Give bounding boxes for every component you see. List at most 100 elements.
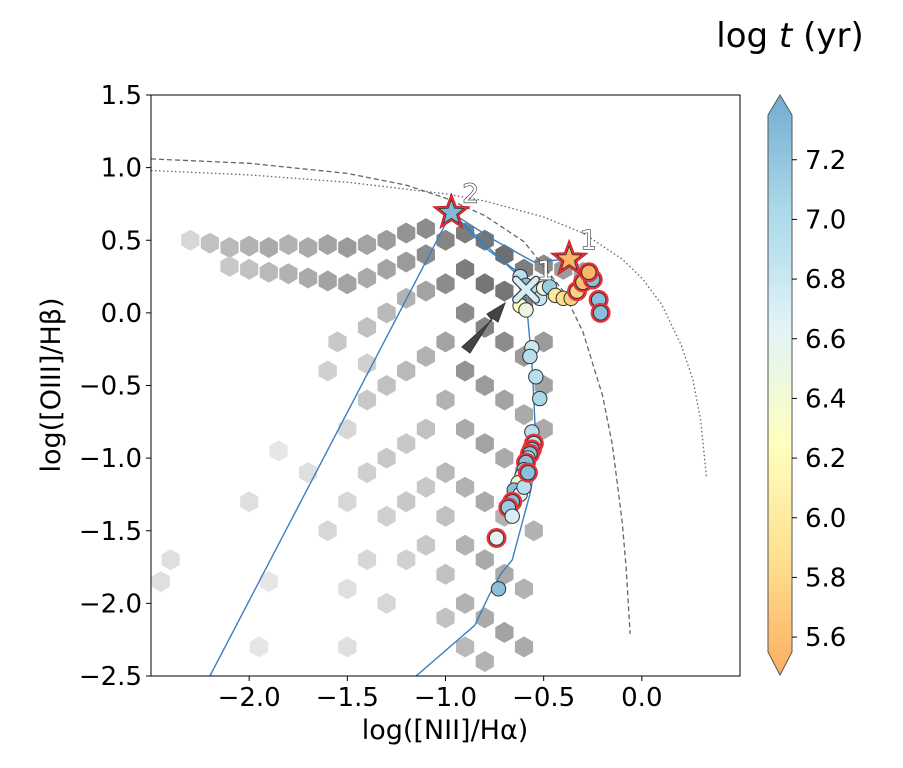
hexbin-cell <box>299 237 318 258</box>
hexbin-cell <box>436 563 455 585</box>
hexbin-cell <box>249 636 269 658</box>
hexbin-cell <box>456 302 475 324</box>
hexbin-cell <box>338 273 357 295</box>
colorbar-title: log t (yr) <box>716 16 863 56</box>
point-label: 2 <box>462 180 479 210</box>
y-tick-label: −1.5 <box>79 517 142 547</box>
hexbin-cell <box>299 267 318 289</box>
colorbar-ticks: 5.6 5.8 6.0 6.2 6.4 6.6 6.8 7.0 7.2 <box>792 146 846 653</box>
dashed-demarcation-line <box>151 158 631 634</box>
hexbin-cell <box>377 592 396 614</box>
y-tick-label: 1.5 <box>101 81 142 111</box>
x-axis-label: log([NII]/Hα) <box>362 715 529 746</box>
hexbin-cell <box>456 476 475 498</box>
hexbin-density-layer <box>151 218 592 672</box>
hexbin-cell <box>377 505 396 527</box>
hexbin-cell <box>495 563 514 585</box>
point-label: 1 <box>580 226 597 256</box>
hexbin-cell <box>220 255 239 277</box>
hexbin-cell <box>495 244 514 266</box>
hexbin-cell <box>240 258 259 280</box>
hexbin-cell <box>524 520 543 542</box>
x-marker <box>513 276 539 303</box>
colorbar-tick-label: 7.0 <box>805 205 846 235</box>
hexbin-cell <box>318 234 337 256</box>
hexbin-cell <box>456 222 475 244</box>
x-axis: −2.0 −1.5 −1.0 −0.5 0.0 <box>218 676 663 713</box>
hexbin-cell <box>397 549 416 571</box>
hexbin-cell <box>475 375 494 396</box>
x-tick-label: 0.0 <box>621 683 662 713</box>
hexbin-cell <box>416 280 435 302</box>
hexbin-cell <box>279 263 298 285</box>
hexbin-cell <box>357 389 377 411</box>
hexbin-cell <box>456 258 475 280</box>
demarcation-lines <box>151 158 708 634</box>
hexbin-cell <box>397 360 416 382</box>
hexbin-cell <box>357 316 377 338</box>
hexbin-cell <box>475 433 494 455</box>
y-tick-label: −2.5 <box>79 662 142 692</box>
hexbin-cell <box>475 651 494 672</box>
hexbin-cell <box>377 375 396 396</box>
hexbin-cell <box>357 462 377 484</box>
y-tick-label: −1.0 <box>79 444 142 474</box>
hexbin-cell <box>338 578 357 600</box>
hexbin-cell <box>495 447 514 469</box>
hexbin-cell <box>240 235 259 257</box>
x-tick-label: −0.5 <box>512 683 575 713</box>
colorbar: 5.6 5.8 6.0 6.2 6.4 6.6 6.8 7.0 7.2 log t (yr) <box>716 16 864 677</box>
hexbin-cell <box>259 237 278 258</box>
hexbin-cell <box>200 232 219 254</box>
hexbin-cell <box>181 229 200 251</box>
hexbin-cell <box>436 462 455 484</box>
x-tick-label: −1.5 <box>316 683 379 713</box>
colorbar-tick-label: 5.8 <box>805 563 846 593</box>
y-tick-label: 1.0 <box>101 154 142 184</box>
hexbin-cell <box>514 404 534 426</box>
model-points <box>486 262 611 597</box>
colorbar-tick-label: 6.0 <box>805 504 846 534</box>
model-point <box>488 530 505 546</box>
model-point <box>592 305 609 321</box>
track-line <box>451 212 570 263</box>
hexbin-cell <box>279 234 298 256</box>
colorbar-tick-label: 6.8 <box>805 265 846 295</box>
hexbin-cell <box>338 237 357 258</box>
hexbin-cell <box>151 571 170 593</box>
hexbin-cell <box>357 234 377 256</box>
hexbin-cell <box>436 389 455 411</box>
hexbin-cell <box>456 636 475 658</box>
x-tick-label: −2.0 <box>218 683 281 713</box>
hexbin-cell <box>377 302 396 324</box>
hexbin-cell <box>495 389 514 411</box>
hexbin-cell <box>416 476 435 498</box>
model-point <box>522 348 538 365</box>
dotted-demarcation-line <box>151 169 708 479</box>
colorbar-tick-label: 5.6 <box>805 623 846 653</box>
model-point <box>581 264 597 280</box>
hexbin-cell <box>397 491 416 513</box>
direction-arrow-shape <box>461 301 506 354</box>
hexbin-cell <box>456 592 475 614</box>
hexbin-cell <box>475 491 494 513</box>
hexbin-cell <box>338 491 357 513</box>
y-tick-label: 0.5 <box>101 226 142 256</box>
annotations: 2 11 <box>431 179 597 304</box>
hexbin-cell <box>436 229 455 251</box>
hexbin-cell <box>416 534 435 556</box>
hexbin-cell <box>161 549 180 571</box>
hexbin-cell <box>259 571 278 593</box>
hexbin-cell <box>436 505 455 527</box>
hexbin-cell <box>338 418 357 440</box>
hexbin-cell <box>259 261 278 283</box>
hexbin-cell <box>475 549 494 571</box>
y-tick-label: 0.0 <box>101 299 142 329</box>
star-marker <box>437 198 465 225</box>
hexbin-cell <box>495 331 514 353</box>
hexbin-cell <box>397 251 416 273</box>
hexbin-cell <box>514 578 534 600</box>
plot-background <box>151 95 740 676</box>
x-tick-label: −1.0 <box>414 683 477 713</box>
